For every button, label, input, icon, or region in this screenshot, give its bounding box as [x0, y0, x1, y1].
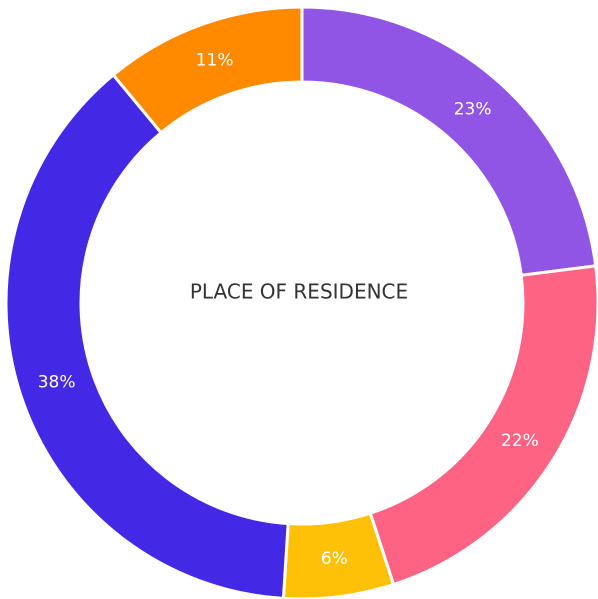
- data-label: 38%: [38, 373, 76, 393]
- donut-segment: [368, 264, 598, 587]
- data-label: 22%: [501, 431, 539, 451]
- donut-segment: [300, 5, 598, 277]
- donut-segment: [4, 73, 290, 599]
- data-label: 6%: [321, 549, 348, 569]
- donut-segment: [111, 5, 304, 135]
- data-label: 23%: [454, 99, 492, 119]
- data-label: 11%: [196, 50, 234, 70]
- chart-title: PLACE OF RESIDENCE: [190, 280, 408, 304]
